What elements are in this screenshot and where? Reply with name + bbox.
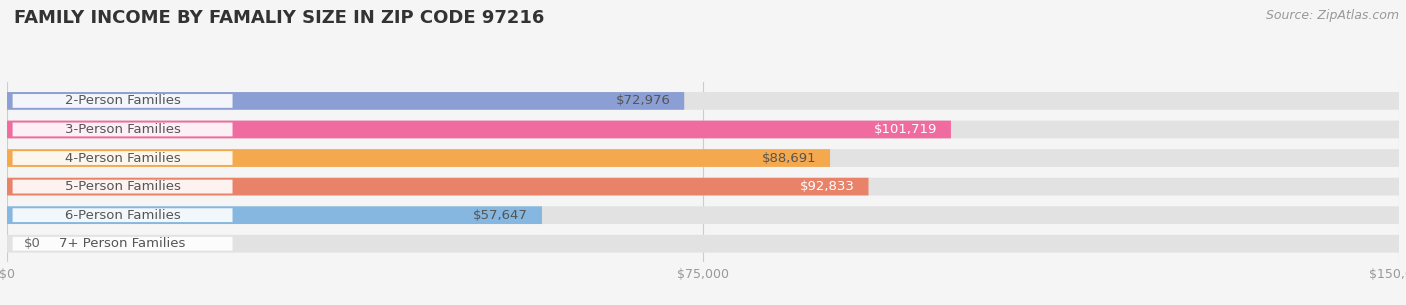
FancyBboxPatch shape bbox=[7, 149, 830, 167]
FancyBboxPatch shape bbox=[7, 178, 869, 196]
FancyBboxPatch shape bbox=[7, 206, 1399, 224]
FancyBboxPatch shape bbox=[7, 120, 1399, 138]
Text: $88,691: $88,691 bbox=[762, 152, 815, 164]
Text: Source: ZipAtlas.com: Source: ZipAtlas.com bbox=[1265, 9, 1399, 22]
FancyBboxPatch shape bbox=[13, 237, 232, 251]
Text: $0: $0 bbox=[24, 237, 41, 250]
Text: 2-Person Families: 2-Person Families bbox=[65, 95, 180, 107]
Text: 6-Person Families: 6-Person Families bbox=[65, 209, 180, 222]
FancyBboxPatch shape bbox=[7, 120, 950, 138]
FancyBboxPatch shape bbox=[7, 206, 541, 224]
FancyBboxPatch shape bbox=[7, 92, 1399, 110]
Text: $101,719: $101,719 bbox=[873, 123, 936, 136]
FancyBboxPatch shape bbox=[13, 123, 232, 136]
Text: $72,976: $72,976 bbox=[616, 95, 671, 107]
Text: 3-Person Families: 3-Person Families bbox=[65, 123, 180, 136]
FancyBboxPatch shape bbox=[7, 235, 1399, 253]
Text: 4-Person Families: 4-Person Families bbox=[65, 152, 180, 164]
FancyBboxPatch shape bbox=[13, 208, 232, 222]
FancyBboxPatch shape bbox=[7, 178, 1399, 196]
FancyBboxPatch shape bbox=[7, 92, 685, 110]
FancyBboxPatch shape bbox=[13, 180, 232, 193]
FancyBboxPatch shape bbox=[13, 94, 232, 108]
Text: 5-Person Families: 5-Person Families bbox=[65, 180, 180, 193]
FancyBboxPatch shape bbox=[7, 149, 1399, 167]
FancyBboxPatch shape bbox=[13, 151, 232, 165]
Text: FAMILY INCOME BY FAMALIY SIZE IN ZIP CODE 97216: FAMILY INCOME BY FAMALIY SIZE IN ZIP COD… bbox=[14, 9, 544, 27]
Text: 7+ Person Families: 7+ Person Families bbox=[59, 237, 186, 250]
Text: $92,833: $92,833 bbox=[800, 180, 855, 193]
Text: $57,647: $57,647 bbox=[474, 209, 529, 222]
